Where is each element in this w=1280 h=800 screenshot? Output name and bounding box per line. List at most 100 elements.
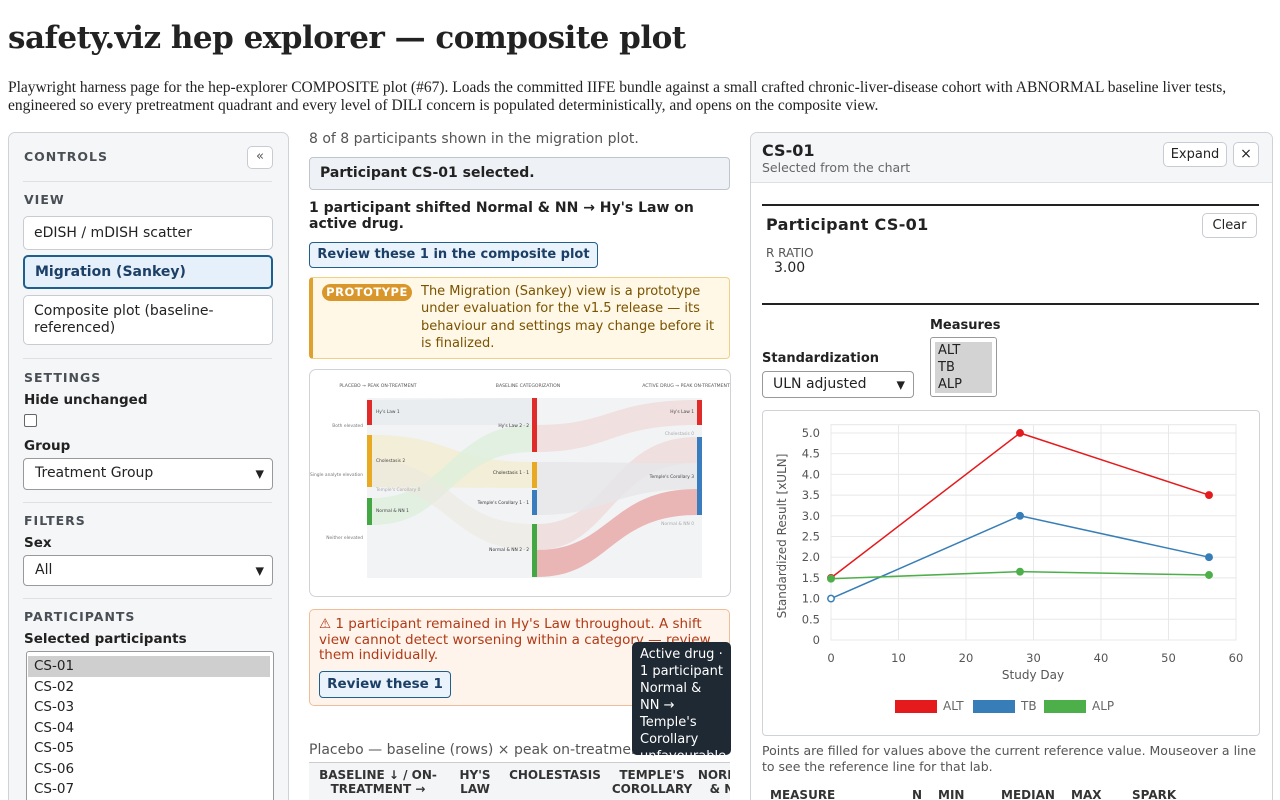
group-select[interactable]: Treatment Group ▼: [23, 458, 273, 490]
separator: [23, 358, 272, 359]
y-tick-label: 2.5: [802, 529, 820, 543]
sankey: PLACEBO → PEAK ON-TREATMENT BASELINE CATE…: [310, 383, 730, 578]
participant-option[interactable]: CS-04: [34, 719, 75, 736]
table-header-cell: CHOLESTASIS: [509, 768, 601, 782]
table-header-cell: NORMAL & NN: [697, 768, 730, 796]
data-point: [827, 574, 835, 583]
sankey-flow: [537, 489, 697, 577]
x-tick-label: 50: [1161, 651, 1176, 665]
measures-label: Measures: [930, 318, 1001, 333]
y-tick-label: 3.5: [802, 488, 820, 502]
selected-participants-label: Selected participants: [24, 631, 187, 647]
x-tick-label: 10: [891, 651, 906, 665]
participant-option[interactable]: CS-01: [28, 656, 270, 677]
data-point: [1016, 567, 1024, 576]
legend-swatch: [973, 700, 1015, 713]
participant-option[interactable]: CS-02: [34, 678, 75, 695]
detail-panel: [750, 132, 1273, 800]
view-heading: VIEW: [24, 192, 65, 207]
measures-listbox[interactable]: ALT TB ALP: [930, 337, 997, 397]
expand-button[interactable]: Expand: [1163, 142, 1227, 167]
sankey-label: Single analyte elevation: [310, 472, 363, 478]
view-button[interactable]: eDISH / mDISH scatter: [23, 216, 273, 250]
y-tick-label: 1.0: [802, 592, 820, 606]
panel-note: Points are filled for values above the c…: [762, 743, 1257, 774]
legend-label: TB: [1020, 699, 1037, 713]
filters-heading: FILTERS: [24, 513, 86, 528]
participant-option[interactable]: CS-07: [34, 781, 75, 797]
sankey-container: PLACEBO → PEAK ON-TREATMENT BASELINE CATE…: [309, 369, 731, 597]
participant-option[interactable]: CS-05: [34, 740, 75, 756]
measure-option[interactable]: ALP: [935, 376, 992, 393]
divider: [762, 204, 1259, 206]
sankey-flow: [372, 460, 532, 550]
standardization-value: ULN adjusted: [773, 376, 867, 392]
y-tick-label: 0.5: [802, 612, 820, 626]
x-tick-label: 60: [1229, 651, 1244, 665]
sankey-flow: [537, 400, 697, 452]
group-label: Group: [24, 438, 71, 454]
clear-button[interactable]: Clear: [1202, 213, 1257, 238]
table-header-cell: TEMPLE'S COROLLARY: [611, 768, 693, 796]
x-axis-label: Study Day: [1002, 668, 1064, 682]
table-header-cell: SPARK: [1132, 788, 1177, 800]
sankey-label: Temple's Corollary 0: [375, 487, 421, 493]
sankey-label: PLACEBO → PEAK ON-TREATMENT: [339, 383, 416, 389]
measure-table-header: MEASURE N MIN MEDIAN MAX SPARK: [762, 788, 1259, 800]
participant-listbox[interactable]: CS-01 CS-02 CS-03 CS-04 CS-05 CS-06 CS-07: [26, 651, 274, 800]
shown-count: 8 of 8 participants shown in the migrati…: [309, 131, 639, 147]
sankey-node: [532, 398, 537, 452]
selection-status: Participant CS-01 selected.: [309, 157, 730, 190]
hide-unchanged-checkbox[interactable]: [24, 414, 37, 427]
review-button[interactable]: Review these 1 in the composite plot: [309, 242, 598, 268]
data-point: [1016, 511, 1024, 520]
participant-option[interactable]: CS-03: [34, 699, 75, 715]
controls-heading: CONTROLS: [24, 149, 109, 164]
y-axis-label: Standardized Result [xULN]: [775, 454, 789, 619]
sankey-label: Cholestasis 2: [376, 458, 405, 464]
data-point: [1205, 571, 1213, 579]
x-tick-label: 20: [959, 651, 974, 665]
sankey-label: Cholestasis 1 · 1: [493, 470, 529, 476]
rratio-label: R RATIO: [766, 246, 814, 260]
page-title: safety.viz hep explorer — composite plot: [8, 20, 686, 56]
legend-swatch: [1044, 700, 1086, 713]
table-header-cell: HY'S LAW: [459, 768, 491, 796]
sankey-label: Cholestasis 0: [665, 431, 694, 437]
x-tick-label: 30: [1026, 651, 1041, 665]
collapse-button[interactable]: «: [247, 146, 273, 169]
participant-option[interactable]: CS-06: [34, 760, 75, 777]
sankey-node: [532, 462, 537, 488]
measure-option[interactable]: TB: [935, 359, 992, 376]
table-header-cell: MEDIAN: [1001, 788, 1055, 800]
sankey-node: [367, 400, 372, 425]
participants-heading: PARTICIPANTS: [24, 609, 136, 624]
warning-review-button[interactable]: Review these 1: [319, 671, 451, 698]
sex-value: All: [35, 562, 53, 578]
view-button[interactable]: Composite plot (baseline-referenced): [23, 295, 273, 345]
panel-subtitle: Selected from the chart: [762, 160, 911, 175]
close-button[interactable]: ×: [1233, 142, 1259, 167]
settings-heading: SETTINGS: [24, 370, 102, 385]
sankey-label: Temple's Corollary 3: [649, 474, 695, 480]
standardization-select[interactable]: ULN adjusted ▼: [762, 371, 914, 398]
prototype-badge: PROTOTYPE: [322, 284, 412, 301]
standardization-label: Standardization: [762, 351, 880, 366]
sankey-node: [697, 437, 702, 515]
warning-text: ⚠ 1 participant remained in Hy's Law thr…: [319, 616, 711, 663]
measure-option[interactable]: ALT: [935, 342, 992, 359]
table-header-cell: N: [912, 788, 923, 800]
table-header-cell: MIN: [938, 788, 965, 800]
x-tick-label: 0: [827, 651, 834, 665]
view-button[interactable]: Migration (Sankey): [23, 255, 273, 289]
sex-label: Sex: [24, 535, 52, 551]
sankey-label: Temple's Corollary 1 · 1: [477, 500, 530, 506]
sankey-flow: [372, 425, 532, 525]
sex-select[interactable]: All ▼: [23, 555, 273, 586]
group-value: Treatment Group: [35, 465, 154, 481]
y-tick-label: 0: [813, 633, 820, 647]
sankey-node: [697, 400, 702, 425]
table-header-cell: BASELINE ↓ / ON-TREATMENT →: [319, 768, 437, 796]
